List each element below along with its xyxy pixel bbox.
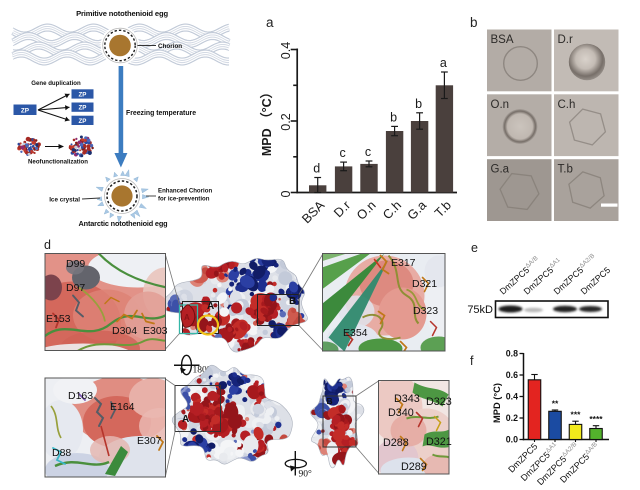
svg-text:B: B — [327, 396, 333, 406]
svg-text:a: a — [266, 15, 274, 30]
svg-text:MPD （°C）: MPD （°C） — [259, 86, 274, 156]
svg-text:D321: D321 — [412, 278, 437, 290]
svg-text:Primitive notothenioid egg: Primitive notothenioid egg — [76, 9, 168, 18]
svg-text:D88: D88 — [52, 447, 71, 459]
svg-text:E317: E317 — [391, 257, 416, 269]
svg-text:ZP: ZP — [21, 108, 30, 115]
svg-text:0.4: 0.4 — [279, 42, 293, 59]
svg-text:D97: D97 — [66, 282, 85, 294]
svg-text:E354: E354 — [343, 327, 368, 339]
svg-text:O.n: O.n — [353, 198, 378, 223]
svg-text:for ice-prevention: for ice-prevention — [158, 196, 210, 203]
svg-text:D321: D321 — [426, 436, 452, 448]
svg-text:a: a — [440, 56, 447, 70]
svg-text:Antarctic notothenioid egg: Antarctic notothenioid egg — [79, 219, 168, 228]
svg-text:b: b — [470, 15, 478, 30]
svg-text:D340: D340 — [388, 407, 414, 419]
svg-text:G.a: G.a — [404, 197, 430, 223]
svg-text:ZP: ZP — [79, 118, 87, 125]
svg-text:E303: E303 — [143, 325, 168, 337]
svg-text:90°: 90° — [299, 469, 313, 480]
svg-text:75kD: 75kD — [467, 304, 493, 316]
svg-text:180°: 180° — [193, 365, 211, 376]
svg-text:D323: D323 — [426, 396, 452, 408]
svg-text:e: e — [471, 241, 478, 255]
svg-text:Ice crystal: Ice crystal — [49, 197, 80, 204]
svg-text:0.4: 0.4 — [506, 392, 518, 402]
svg-text:D.r: D.r — [331, 197, 354, 220]
svg-text:****: **** — [589, 414, 603, 424]
svg-text:Chorion: Chorion — [158, 43, 182, 50]
svg-text:***: *** — [571, 410, 582, 420]
svg-text:Gene duplication: Gene duplication — [31, 80, 81, 87]
svg-text:**: ** — [552, 399, 559, 409]
svg-text:E153: E153 — [46, 313, 71, 325]
svg-text:0.2: 0.2 — [279, 113, 293, 130]
svg-text:DmZPC5: DmZPC5 — [579, 265, 613, 297]
svg-text:f: f — [470, 354, 474, 368]
svg-text:T.b: T.b — [558, 164, 573, 176]
svg-text:d: d — [313, 161, 320, 175]
svg-text:T.b: T.b — [431, 198, 454, 221]
svg-text:ZP: ZP — [79, 92, 87, 99]
svg-text:Neofunctionalization: Neofunctionalization — [28, 159, 88, 166]
svg-text:0: 0 — [279, 190, 293, 197]
svg-text:c: c — [339, 146, 345, 160]
svg-text:D289: D289 — [401, 461, 427, 473]
svg-text:0.0: 0.0 — [506, 435, 518, 445]
svg-text:BSA: BSA — [299, 197, 328, 226]
svg-text:D163: D163 — [68, 390, 93, 402]
svg-text:O.n: O.n — [491, 99, 510, 111]
svg-text:b: b — [390, 110, 397, 124]
svg-text:G.a: G.a — [491, 164, 510, 176]
svg-text:E307: E307 — [137, 435, 162, 447]
svg-text:D.r: D.r — [558, 34, 574, 46]
svg-text:C.h: C.h — [380, 198, 405, 223]
svg-text:A: A — [184, 313, 190, 322]
svg-text:C.h: C.h — [558, 99, 576, 111]
svg-text:Enhanced Chorion: Enhanced Chorion — [158, 188, 212, 195]
svg-text:D343: D343 — [394, 393, 420, 405]
svg-text:B: B — [289, 296, 296, 307]
svg-text:BSA: BSA — [491, 34, 514, 46]
svg-text:c: c — [365, 145, 371, 159]
svg-text:0.8: 0.8 — [506, 349, 518, 359]
svg-text:E164: E164 — [110, 401, 135, 413]
svg-text:D323: D323 — [413, 305, 438, 317]
svg-text:d: d — [44, 238, 51, 252]
svg-text:ZP: ZP — [79, 105, 87, 112]
svg-text:A: A — [182, 414, 189, 425]
svg-text:0.6: 0.6 — [506, 370, 518, 380]
svg-text:D304: D304 — [112, 325, 137, 337]
svg-text:MPD (°C): MPD (°C) — [492, 383, 502, 423]
svg-text:A: A — [207, 301, 214, 312]
svg-text:0.2: 0.2 — [506, 413, 518, 423]
svg-text:b: b — [415, 97, 422, 111]
svg-text:Freezing temperature: Freezing temperature — [126, 110, 196, 117]
svg-text:D288: D288 — [383, 437, 409, 449]
svg-text:D99: D99 — [66, 258, 85, 270]
